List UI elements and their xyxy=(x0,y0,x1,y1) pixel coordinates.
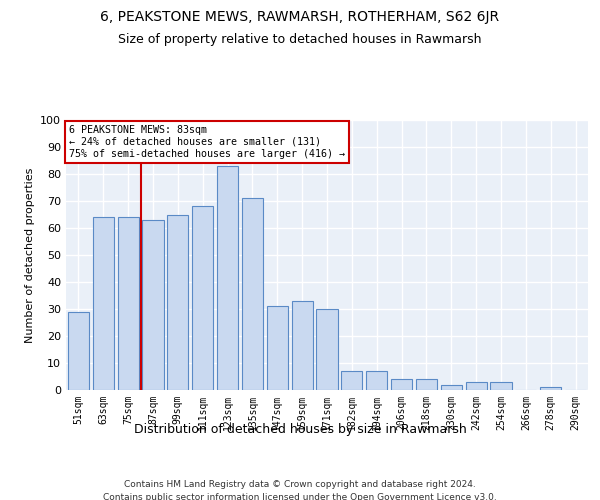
Text: 6 PEAKSTONE MEWS: 83sqm
← 24% of detached houses are smaller (131)
75% of semi-d: 6 PEAKSTONE MEWS: 83sqm ← 24% of detache… xyxy=(68,126,344,158)
Bar xyxy=(192,206,213,390)
Text: 6, PEAKSTONE MEWS, RAWMARSH, ROTHERHAM, S62 6JR: 6, PEAKSTONE MEWS, RAWMARSH, ROTHERHAM, … xyxy=(100,10,500,24)
Text: Distribution of detached houses by size in Rawmarsh: Distribution of detached houses by size … xyxy=(134,422,466,436)
Bar xyxy=(366,371,387,390)
Text: Size of property relative to detached houses in Rawmarsh: Size of property relative to detached ho… xyxy=(118,32,482,46)
Text: Contains HM Land Registry data © Crown copyright and database right 2024.: Contains HM Land Registry data © Crown c… xyxy=(124,480,476,489)
Bar xyxy=(441,384,462,390)
Bar xyxy=(142,220,164,390)
Bar xyxy=(292,301,313,390)
Bar xyxy=(540,388,561,390)
Bar xyxy=(267,306,288,390)
Bar xyxy=(416,379,437,390)
Bar xyxy=(466,382,487,390)
Bar xyxy=(167,214,188,390)
Bar xyxy=(391,379,412,390)
Bar xyxy=(341,371,362,390)
Bar xyxy=(93,217,114,390)
Text: Contains public sector information licensed under the Open Government Licence v3: Contains public sector information licen… xyxy=(103,492,497,500)
Bar xyxy=(490,382,512,390)
Bar xyxy=(242,198,263,390)
Bar xyxy=(217,166,238,390)
Y-axis label: Number of detached properties: Number of detached properties xyxy=(25,168,35,342)
Bar xyxy=(316,309,338,390)
Bar xyxy=(68,312,89,390)
Bar xyxy=(118,217,139,390)
